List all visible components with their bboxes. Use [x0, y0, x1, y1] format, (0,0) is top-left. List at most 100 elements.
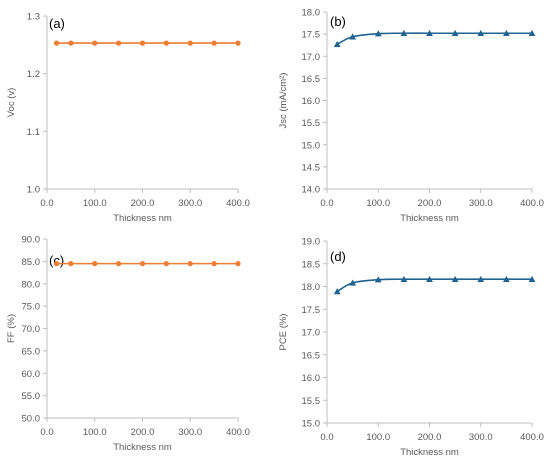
data-point-marker — [502, 29, 510, 36]
data-point-marker — [92, 40, 98, 46]
x-tick-label: 400.0 — [226, 427, 250, 438]
x-tick-label: 300.0 — [469, 432, 493, 443]
series-line — [336, 32, 532, 46]
x-tick-label: 0.0 — [320, 198, 333, 209]
y-tick-label: 15.0 — [302, 419, 321, 430]
y-tick-label: 80.0 — [22, 279, 41, 290]
y-tick-label: 17.5 — [302, 305, 321, 316]
data-point-marker — [528, 29, 536, 36]
x-tick-label: 300.0 — [178, 427, 202, 438]
x-tick-label: 100.0 — [366, 198, 390, 209]
data-point-marker — [528, 275, 536, 282]
data-point-marker — [349, 279, 357, 286]
data-point-marker — [53, 40, 60, 46]
x-tick-label: 200.0 — [418, 198, 442, 209]
series-line — [336, 278, 532, 293]
panel-label-a: (a) — [49, 16, 65, 31]
panel-label-b: (b) — [330, 14, 346, 29]
data-point-marker — [116, 40, 122, 46]
y-tick-label: 1.3 — [27, 12, 40, 23]
data-point-marker — [116, 261, 122, 267]
data-point-marker — [139, 40, 146, 46]
x-axis-title: Thickness nm — [400, 213, 459, 224]
y-tick-label: 90.0 — [22, 235, 41, 246]
y-tick-label: 85.0 — [22, 257, 41, 268]
chart-panel-d: (d) 15.0 15.5 16.0 16.5 17.0 17.5 18.0 18.5 19.0… — [278, 237, 544, 459]
y-tick-label: 70.0 — [22, 324, 41, 335]
data-point-marker — [163, 40, 169, 46]
data-point-marker — [211, 261, 217, 267]
data-point-marker — [235, 261, 241, 267]
y-tick-label: 17.0 — [302, 52, 321, 63]
x-tick-label: 100.0 — [83, 427, 107, 438]
data-point-marker — [68, 40, 74, 46]
y-tick-label: 17.5 — [302, 30, 321, 41]
data-point-marker — [187, 261, 193, 267]
y-tick-label: 50.0 — [22, 414, 41, 425]
x-axis-title: Thickness nm — [400, 447, 459, 458]
data-point-marker — [333, 288, 341, 295]
data-point-marker — [374, 30, 382, 37]
y-tick-label: 17.0 — [302, 328, 321, 339]
data-point-marker — [92, 261, 98, 267]
data-point-marker — [426, 275, 433, 282]
x-tick-label: 200.0 — [418, 432, 442, 443]
y-tick-label: 14.5 — [302, 162, 321, 173]
x-tick-label: 400.0 — [520, 198, 544, 209]
y-tick-label: 60.0 — [22, 369, 41, 380]
chart-panel-a: (a) 1.0 1.1 1.2 1.3 0.0 100.0 200.0 300.0 400.0 T… — [6, 12, 250, 225]
x-tick-label: 300.0 — [469, 198, 493, 209]
x-tick-label: 0.0 — [40, 198, 53, 209]
panel-label-d: (d) — [330, 249, 346, 264]
data-point-marker — [349, 33, 357, 40]
x-axis-title: Thickness nm — [113, 213, 172, 224]
data-point-marker — [426, 29, 433, 36]
data-point-marker — [139, 261, 146, 267]
data-point-marker — [502, 275, 510, 282]
y-tick-label: 15.5 — [302, 118, 321, 129]
data-point-marker — [163, 261, 169, 267]
chart-panel-b: (b) 14.0 14.5 15.0 15.5 16.0 16.5 17.0 17.5 18.0… — [278, 8, 544, 225]
data-point-marker — [53, 261, 60, 267]
x-axis-title: Thickness nm — [113, 442, 172, 453]
data-point-marker — [68, 261, 74, 267]
x-tick-label: 400.0 — [226, 198, 250, 209]
data-point-marker — [333, 40, 341, 48]
y-tick-label: 75.0 — [22, 302, 41, 313]
y-tick-label: 16.0 — [302, 96, 321, 107]
x-tick-label: 0.0 — [40, 427, 53, 438]
x-tick-label: 0.0 — [320, 432, 333, 443]
y-tick-label: 15.0 — [302, 140, 321, 151]
y-axis-title: FF (%) — [6, 314, 17, 343]
y-tick-label: 14.0 — [302, 185, 321, 196]
y-tick-label: 55.0 — [22, 391, 41, 402]
y-tick-label: 19.0 — [302, 237, 321, 248]
data-point-marker — [187, 40, 193, 46]
data-point-marker — [400, 275, 408, 282]
data-point-marker — [211, 40, 217, 46]
y-tick-label: 65.0 — [22, 346, 41, 357]
y-tick-label: 16.0 — [302, 373, 321, 384]
y-tick-label: 18.0 — [302, 282, 321, 293]
y-tick-label: 15.5 — [302, 396, 321, 407]
y-tick-label: 1.0 — [27, 185, 40, 196]
data-point-marker — [477, 29, 485, 36]
data-point-marker — [451, 29, 459, 36]
x-tick-label: 200.0 — [131, 427, 155, 438]
data-point-marker — [235, 40, 241, 46]
y-tick-label: 18.5 — [302, 259, 321, 270]
y-axis-title: Voc (v) — [6, 88, 17, 118]
y-tick-label: 1.1 — [27, 127, 40, 138]
x-tick-label: 400.0 — [520, 432, 544, 443]
data-point-marker — [477, 275, 485, 282]
x-tick-label: 100.0 — [83, 198, 107, 209]
y-tick-label: 18.0 — [302, 8, 321, 19]
y-tick-label: 16.5 — [302, 74, 321, 85]
y-axis-title: PCE (%) — [278, 314, 289, 351]
y-tick-label: 16.5 — [302, 350, 321, 361]
x-tick-label: 200.0 — [131, 198, 155, 209]
x-tick-label: 300.0 — [178, 198, 202, 209]
x-tick-label: 100.0 — [366, 432, 390, 443]
data-point-marker — [374, 276, 382, 283]
